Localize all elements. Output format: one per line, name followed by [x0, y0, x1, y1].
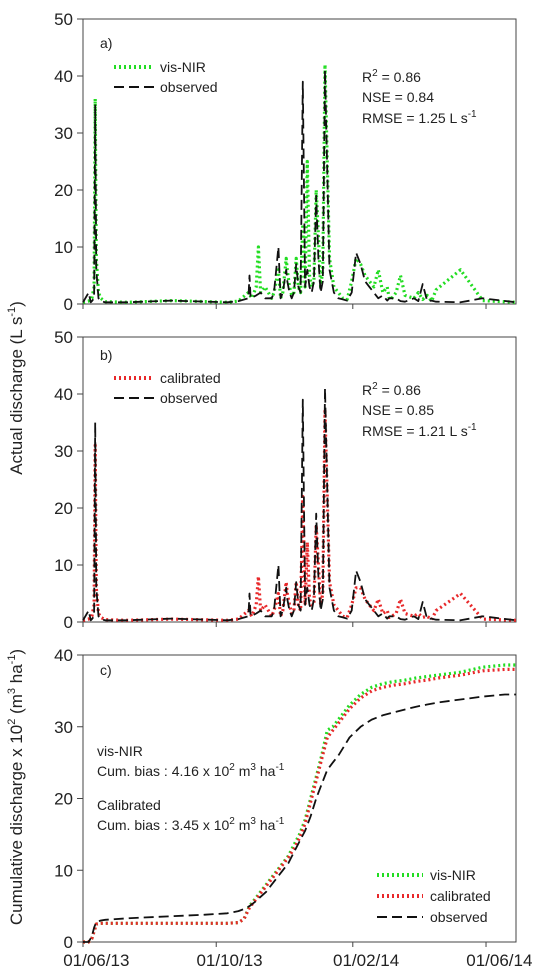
x-axis-ticks: 01/06/13 01/10/13 01/02/14 01/06/14 [63, 951, 532, 970]
y-tick-label: 50 [54, 10, 73, 29]
stat-r2-a: R2 = 0.86 [362, 68, 421, 85]
series-line-observed [82, 387, 517, 622]
annotation-visnir-bias: Cum. bias : 4.16 x 102 m3 ha-1 [97, 762, 285, 779]
legend-label-visnir-c: vis-NIR [430, 867, 476, 883]
x-tick-label: 01/06/13 [63, 951, 129, 970]
plot-frame [82, 336, 517, 623]
stat-rmse-b: RMSE = 1.21 L s-1 [362, 422, 477, 439]
panel-b: 0 10 20 30 40 50 [54, 328, 517, 632]
y-tick-label: 0 [64, 613, 73, 632]
stat-nse-b: NSE = 0.85 [362, 402, 434, 418]
y-tick-label: 10 [54, 861, 73, 880]
series-line-calibrated [82, 409, 517, 622]
y-tick-label: 0 [64, 933, 73, 952]
series-line-calibrated [83, 667, 516, 944]
y-tick-label: 40 [54, 385, 73, 404]
annotation-visnir-title: vis-NIR [97, 743, 143, 759]
y-tick-label: 20 [54, 499, 73, 518]
y-tick-label: 0 [64, 295, 73, 314]
series-line-vis-nir [82, 62, 517, 304]
y-tick-label: 50 [54, 328, 73, 347]
stat-rmse-a: RMSE = 1.25 L s-1 [362, 109, 477, 126]
y-tick-label: 40 [54, 67, 73, 86]
panel-label-b: b) [100, 347, 112, 363]
y-tick-label: 40 [54, 646, 73, 665]
panel-label-c: c) [100, 662, 112, 678]
y-axis-label-actual: Actual discharge (L s-1) [6, 301, 26, 475]
series-line-observed [82, 69, 517, 304]
x-tick-label: 01/10/13 [196, 951, 262, 970]
y-axis-label-cumulative: Cumulative discharge x 102 (m3 ha-1) [6, 649, 26, 925]
legend-label-observed-a: observed [160, 79, 218, 95]
legend-label-observed-b: observed [160, 390, 218, 406]
annotation-calibrated-bias: Cum. bias : 3.45 x 102 m3 ha-1 [97, 816, 285, 833]
y-tick-label: 20 [54, 181, 73, 200]
series-line-observed [83, 693, 516, 943]
y-tick-label: 30 [54, 442, 73, 461]
panel-c: 0 10 20 30 40 [54, 646, 517, 952]
y-tick-label: 30 [54, 718, 73, 737]
x-tick-label: 01/02/14 [333, 951, 399, 970]
panel-a: 0 10 20 30 40 50 [54, 10, 517, 314]
legend-label-visnir-a: vis-NIR [160, 59, 206, 75]
y-tick-label: 30 [54, 124, 73, 143]
plot-frame [82, 18, 517, 305]
y-tick-label: 20 [54, 790, 73, 809]
annotation-calibrated-title: Calibrated [97, 797, 161, 813]
panel-label-a: a) [100, 35, 112, 51]
legend-label-calibrated-c: calibrated [430, 888, 491, 904]
legend-label-observed-c: observed [430, 909, 488, 925]
stat-nse-a: NSE = 0.84 [362, 89, 434, 105]
y-tick-label: 10 [54, 556, 73, 575]
y-tick-label: 10 [54, 238, 73, 257]
x-tick-label: 01/06/14 [466, 951, 532, 970]
stat-r2-b: R2 = 0.86 [362, 381, 421, 398]
legend-label-calibrated-b: calibrated [160, 370, 221, 386]
